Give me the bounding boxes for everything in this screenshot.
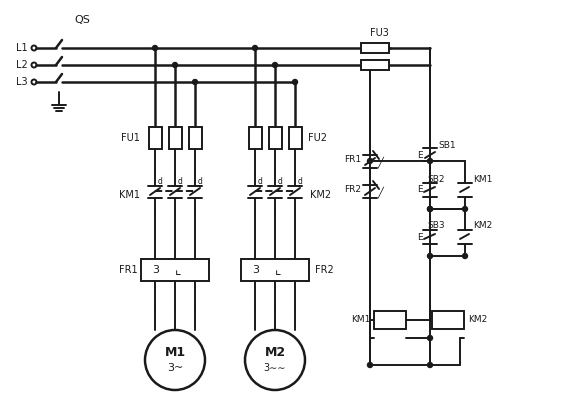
Text: KM2: KM2 (468, 316, 487, 324)
Text: FU1: FU1 (121, 133, 140, 143)
Text: L1: L1 (16, 43, 28, 53)
Text: KM1: KM1 (473, 174, 492, 184)
Circle shape (462, 206, 468, 212)
Bar (148, 127, 161, 149)
Text: SB3: SB3 (427, 222, 444, 230)
Circle shape (428, 362, 433, 368)
Text: FR1: FR1 (120, 265, 138, 275)
Text: L3: L3 (16, 77, 28, 87)
Circle shape (192, 80, 197, 84)
Text: 3~: 3~ (167, 363, 183, 373)
Text: KM1: KM1 (351, 316, 370, 324)
Bar (361, 43, 389, 53)
Text: ⌞: ⌞ (175, 263, 181, 277)
Text: M1: M1 (165, 346, 186, 358)
Bar (188, 127, 201, 149)
Text: E: E (417, 232, 423, 242)
Text: KM2: KM2 (310, 190, 331, 200)
Text: 3: 3 (152, 265, 160, 275)
Text: QS: QS (74, 15, 90, 25)
Text: ⌞: ⌞ (275, 263, 281, 277)
Circle shape (173, 62, 178, 68)
Text: 3: 3 (253, 265, 259, 275)
Bar (141, 259, 209, 281)
Circle shape (152, 46, 157, 50)
Circle shape (428, 254, 433, 258)
Text: d: d (298, 178, 302, 186)
Circle shape (462, 254, 468, 258)
Bar (374, 311, 406, 329)
Circle shape (272, 62, 277, 68)
Circle shape (253, 46, 258, 50)
Text: FR1: FR1 (344, 156, 361, 164)
Circle shape (428, 158, 433, 164)
Text: ╱: ╱ (377, 186, 383, 198)
Text: FR2: FR2 (315, 265, 334, 275)
Bar (268, 127, 281, 149)
Text: ╱: ╱ (377, 156, 383, 168)
Circle shape (368, 362, 372, 368)
Text: SB2: SB2 (427, 174, 444, 184)
Text: FU3: FU3 (370, 28, 389, 38)
Text: KM1: KM1 (119, 190, 140, 200)
Bar (361, 60, 389, 70)
Circle shape (293, 80, 297, 84)
Text: E: E (417, 186, 423, 194)
Bar (249, 127, 262, 149)
Circle shape (368, 158, 372, 164)
Text: L2: L2 (16, 60, 28, 70)
Bar (241, 259, 309, 281)
Text: KM2: KM2 (473, 222, 492, 230)
Text: M2: M2 (265, 346, 285, 358)
Bar (432, 311, 464, 329)
Text: E: E (417, 150, 423, 160)
Bar (289, 127, 302, 149)
Text: FU2: FU2 (308, 133, 327, 143)
Text: d: d (258, 178, 262, 186)
Circle shape (428, 336, 433, 340)
Text: d: d (178, 178, 182, 186)
Text: SB1: SB1 (438, 142, 456, 150)
Text: FR2: FR2 (344, 186, 361, 194)
Text: 3∼∼: 3∼∼ (264, 363, 286, 373)
Bar (169, 127, 182, 149)
Circle shape (428, 206, 433, 212)
Text: d: d (157, 178, 162, 186)
Text: d: d (197, 178, 202, 186)
Circle shape (428, 206, 433, 212)
Text: d: d (277, 178, 283, 186)
